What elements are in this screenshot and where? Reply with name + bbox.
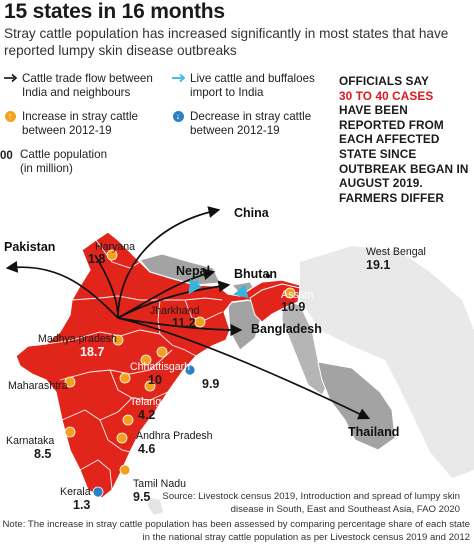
country-label-thailand: Thailand [348, 425, 400, 439]
thailand-region [317, 361, 396, 451]
state-label-telangana: Telangana [130, 396, 179, 408]
kerala-decrease-icon [92, 486, 104, 498]
legend-import: Live cattle and buffaloes import to Indi… [170, 72, 315, 100]
telangana-east-increase-icon [144, 380, 156, 392]
chhattisgarh-increase-icon [156, 346, 168, 358]
country-label-china: China [234, 206, 269, 220]
state-label-odisha: Odisha [198, 366, 232, 378]
legend-decrease-label: Decrease in stray cattle between 2012-19 [190, 110, 312, 137]
callout-line1: OFFICIALS SAY [339, 74, 430, 88]
page-subtitle: Stray cattle population has increased si… [4, 26, 449, 58]
odisha-decrease-icon [184, 364, 196, 376]
import-arrows [188, 278, 249, 299]
state-value-madhya-pradesh: 18.7 [80, 345, 105, 359]
state-label-andhra-pradesh: Andhra Pradesh [136, 430, 213, 442]
state-value-chhattisgarh: 10 [148, 373, 162, 387]
mp-east-increase-icon [140, 354, 152, 366]
legend-trade-flow-label: Cattle trade flow between India and neig… [22, 72, 153, 99]
state-label-assam: Assam [281, 289, 314, 301]
state-label-haryana: Haryana [95, 241, 136, 253]
madhya-pradesh-increase-icon [112, 334, 124, 346]
state-value-haryana: 1.8 [88, 252, 106, 266]
southeast-asia-landmass [300, 246, 474, 478]
state-value-west-bengal: 19.1 [366, 258, 391, 272]
sri-lanka-landmass [148, 498, 163, 515]
state-value-maharashtra: 14 [28, 391, 42, 405]
myanmar-region [281, 299, 331, 396]
state-label-karnataka: Karnataka [6, 435, 55, 447]
state-label-kerala: Kerala [60, 486, 91, 498]
state-status-icons [64, 249, 296, 498]
state-label-tamil-nadu: Tamil Nadu [133, 478, 186, 490]
population-figure-icon: 00 [0, 150, 13, 162]
legend-trade-flow: Cattle trade flow between India and neig… [2, 72, 153, 100]
state-label-maharashtra: Maharashtra [8, 380, 68, 392]
state-label-madhya-pradesh: Madhya pradesh [38, 333, 117, 345]
andhra-increase-icon [122, 414, 134, 426]
haryana-increase-icon [106, 249, 118, 261]
cyan-arrow-icon [170, 72, 186, 83]
arrow-icon [2, 72, 18, 83]
state-value-karnataka: 8.5 [34, 447, 52, 461]
state-value-assam: 10.9 [281, 300, 306, 314]
country-label-bangladesh: Bangladesh [251, 322, 322, 336]
legend-increase: Increase in stray cattle between 2012-19 [2, 109, 138, 138]
state-value-kerala: 1.3 [73, 498, 91, 512]
trade-flow-arrows [5, 206, 371, 420]
legend-increase-label: Increase in stray cattle between 2012-19 [22, 110, 138, 137]
jharkhand-increase-icon [194, 316, 206, 328]
state-value-odisha: 9.9 [202, 377, 220, 391]
legend-population-label: Cattle population (in million) [20, 148, 108, 175]
andhra-south-increase-icon [116, 432, 128, 444]
west-bengal-marker [265, 273, 271, 279]
state-borders [45, 239, 223, 491]
page-title: 15 states in 16 months [4, 0, 225, 23]
karnataka-increase-icon [64, 426, 76, 438]
state-label-west-bengal: West Bengal [366, 246, 426, 258]
callout-highlight: 30 TO 40 CASES [339, 88, 434, 103]
legend-decrease: Decrease in stray cattle between 2012-19 [170, 109, 312, 138]
legend-population: 00 Cattle population (in million) [0, 148, 107, 176]
state-label-chhattisgarh: Chhattisgarh [130, 361, 191, 373]
tamil-nadu-increase-icon [119, 464, 131, 476]
state-value-tamil-nadu: 9.5 [133, 490, 151, 504]
assam-increase-icon [284, 287, 296, 299]
state-value-andhra-pradesh: 4.6 [138, 442, 156, 456]
state-value-telangana: 4.2 [138, 408, 156, 422]
country-label-bhutan: Bhutan [234, 267, 278, 281]
legend-import-label: Live cattle and buffaloes import to Indi… [190, 72, 315, 99]
telangana-increase-icon [119, 372, 131, 384]
callout-rest: HAVE BEEN REPORTED FROM EACH AFFECTED ST… [339, 103, 469, 205]
increase-icon [4, 109, 16, 123]
country-label-pakistan: Pakistan [4, 240, 56, 254]
state-value-jharkhand: 11.2 [172, 316, 196, 330]
source-note: Source: Livestock census 2019, Introduct… [162, 491, 460, 515]
country-label-nepal: Nepal [176, 264, 211, 278]
decrease-icon [172, 109, 184, 123]
footnote: Note: The increase in stray cattle popul… [2, 519, 470, 543]
maharashtra-increase-icon [64, 376, 76, 388]
state-label-jharkhand: Jharkhand [150, 305, 200, 317]
officials-callout: OFFICIALS SAY 30 TO 40 CASES HAVE BEEN R… [339, 74, 471, 205]
